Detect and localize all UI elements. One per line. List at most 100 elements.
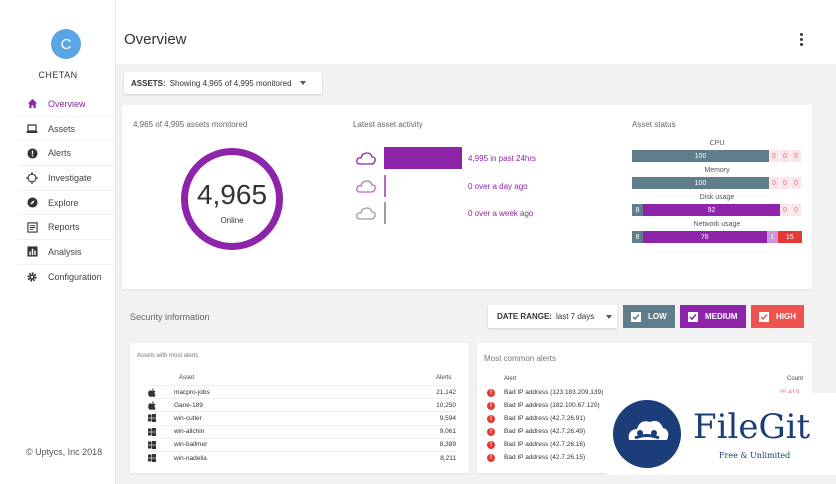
activity-row: 4,995 in past 24hrs: [356, 147, 616, 171]
table-row[interactable]: ! Bad IP address (42.7.26.16): [487, 438, 799, 451]
alert-name[interactable]: Bad IP address (42.7.26.15): [504, 454, 586, 461]
table-row[interactable]: ! Bad IP address (42.7.26.91): [487, 412, 799, 425]
severity-high-label: HIGH: [776, 312, 796, 321]
page-header: Overview: [116, 0, 836, 64]
assets-filter-value: Showing 4,965 of 4,995 monitored: [169, 78, 292, 88]
sidebar-item-label: Assets: [48, 123, 76, 134]
more-options-icon[interactable]: [796, 33, 806, 47]
asset-name[interactable]: win-ballmer: [174, 441, 208, 449]
windows-icon: [148, 414, 156, 423]
assets-table-title: Assets with most alerts: [137, 353, 199, 359]
asset-alert-count: 21,142: [436, 388, 456, 396]
sidebar-item-label: Alerts: [48, 148, 72, 159]
asset-name[interactable]: macpro-jobs: [174, 388, 210, 396]
gear-icon: [26, 271, 38, 283]
table-row[interactable]: win-cutler 9,594: [148, 411, 456, 424]
col-count-header: Count: [787, 376, 804, 382]
asset-name[interactable]: win-nadella: [174, 454, 207, 462]
sidebar-item-explore[interactable]: Explore: [18, 191, 116, 216]
status-segment: 0: [780, 150, 791, 162]
severity-medium-label: MEDIUM: [705, 312, 738, 321]
table-row[interactable]: win-ballmer 8,389: [148, 437, 456, 451]
alert-icon: !: [487, 388, 495, 397]
status-metric: Disk usage 8 92 0 0: [632, 194, 802, 216]
monitored-caption: 4,965 of 4,995 assets monitored: [133, 120, 248, 129]
status-metric: CPU 100 0 0 0: [632, 140, 802, 162]
date-range-value: last 7 days: [555, 312, 595, 321]
status-segment: 100: [632, 177, 769, 189]
table-row[interactable]: ! Bad IP address (182.100.67.120): [487, 399, 799, 412]
asset-alert-count: 9,061: [439, 428, 456, 436]
sidebar-item-configuration[interactable]: Configuration: [18, 265, 116, 290]
activity-text: 0 over a day ago: [468, 182, 528, 191]
activity-title: Latest asset activity: [353, 120, 423, 129]
table-row[interactable]: ! Bad IP address (42.7.26.15): [487, 451, 799, 464]
asset-name[interactable]: win-cutler: [174, 414, 202, 422]
sidebar-item-reports[interactable]: Reports: [18, 215, 116, 241]
table-row[interactable]: ! Bad IP address (42.7.26.49): [487, 425, 799, 438]
severity-high-toggle[interactable]: HIGH: [751, 305, 804, 328]
bar-chart-icon: [26, 246, 38, 258]
cloud-icon: [356, 151, 376, 165]
sidebar-item-label: Explore: [48, 197, 79, 208]
alert-name[interactable]: Bad IP address (42.7.26.91): [504, 415, 586, 422]
checkbox-icon: [631, 311, 641, 322]
watermark-tagline: Free & Unlimited: [719, 451, 791, 460]
activity-bar: [384, 202, 386, 224]
alert-icon: !: [487, 427, 495, 436]
activity-text: 0 over a week ago: [468, 209, 534, 218]
alert-name[interactable]: Bad IP address (123.183.209.139): [504, 389, 604, 396]
alert-icon: !: [487, 453, 495, 462]
alert-icon: !: [487, 401, 495, 410]
status-bar[interactable]: 8 92 0 0: [632, 204, 802, 216]
chevron-down-icon: [299, 81, 306, 85]
assets-filter-dropdown[interactable]: ASSETS: Showing 4,965 of 4,995 monitored: [124, 72, 322, 94]
date-range-dropdown[interactable]: DATE RANGE: last 7 days: [488, 305, 617, 328]
sidebar-nav: Overview Assets Alerts Investigate Explo…: [18, 92, 116, 290]
severity-medium-toggle[interactable]: MEDIUM: [680, 305, 746, 328]
col-alert-header: Alert: [504, 376, 517, 382]
online-ring: 4,965 Online: [181, 148, 283, 250]
activity-row: 0 over a week ago: [356, 202, 616, 226]
table-row[interactable]: win-nadella 8,211: [148, 451, 456, 464]
status-segment: 15: [777, 231, 802, 243]
sidebar-item-investigate[interactable]: Investigate: [18, 166, 116, 191]
table-row[interactable]: win-allchin 9,061: [148, 424, 456, 438]
filegit-watermark: FileGit Free & Unlimited: [607, 393, 836, 475]
asset-name[interactable]: Gane-189: [174, 401, 203, 409]
sidebar-item-label: Analysis: [48, 246, 82, 257]
apple-icon: [148, 387, 156, 397]
status-segment: 92: [643, 204, 780, 216]
windows-icon: [148, 454, 156, 462]
sidebar-item-overview[interactable]: Overview: [18, 92, 116, 117]
sidebar-item-alerts[interactable]: Alerts: [18, 141, 116, 167]
sidebar-item-assets[interactable]: Assets: [18, 117, 116, 142]
activity-row: 0 over a day ago: [356, 175, 616, 199]
chevron-down-icon: [606, 314, 613, 319]
avatar[interactable]: C: [51, 29, 81, 59]
alert-name[interactable]: Bad IP address (182.100.67.120): [504, 402, 600, 409]
alert-name[interactable]: Bad IP address (42.7.26.16): [504, 441, 586, 448]
status-bar[interactable]: 100 0 0 0: [632, 177, 802, 189]
copyright: © Uptycs, Inc 2018: [26, 447, 103, 457]
home-icon: [26, 98, 38, 110]
online-label: Online: [220, 216, 244, 225]
table-row[interactable]: ! Bad IP address (123.183.209.139) 35,419: [487, 386, 799, 399]
status-segment: 1: [766, 231, 778, 243]
status-metric-name: CPU: [709, 140, 725, 147]
status-segment: 0: [780, 177, 791, 189]
status-bar[interactable]: 100 0 0 0: [632, 150, 802, 162]
table-row[interactable]: Gane-189 10,250: [148, 398, 456, 411]
security-title: Security information: [130, 312, 210, 322]
severity-low-toggle[interactable]: LOW: [623, 305, 675, 328]
status-bar[interactable]: 8 76 1 15: [632, 231, 802, 243]
asset-name[interactable]: win-allchin: [174, 428, 205, 436]
table-row[interactable]: macpro-jobs 21,142: [148, 385, 456, 398]
status-segment: 0: [791, 177, 802, 189]
cloud-icon: [356, 206, 376, 220]
alert-name[interactable]: Bad IP address (42.7.26.49): [504, 428, 586, 435]
severity-low-label: LOW: [648, 312, 667, 321]
asset-alert-count: 8,211: [440, 454, 456, 462]
sidebar-item-label: Overview: [48, 98, 86, 109]
sidebar-item-analysis[interactable]: Analysis: [18, 240, 116, 265]
